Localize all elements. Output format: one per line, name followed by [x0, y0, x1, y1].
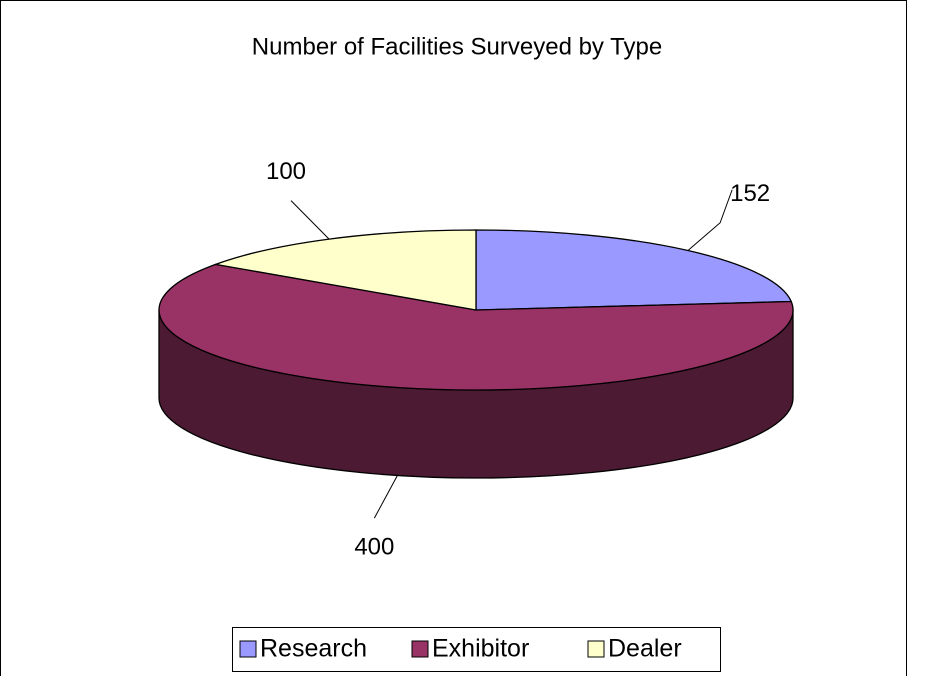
- leader-line: [290, 200, 330, 240]
- data-label: 400: [354, 534, 394, 561]
- leader-line: [687, 189, 733, 251]
- leader-line: [373, 475, 398, 519]
- data-label: 100: [266, 158, 306, 185]
- legend-swatch: [587, 640, 605, 658]
- legend-label: Research: [260, 635, 367, 663]
- slice: [158, 263, 794, 391]
- slice: [213, 229, 477, 311]
- slice: [475, 229, 793, 311]
- legend-swatch: [411, 640, 429, 658]
- legend-swatch: [239, 640, 257, 658]
- chart-title: Number of Facilities Surveyed by Type: [252, 33, 662, 60]
- legend-label: Exhibitor: [432, 635, 529, 663]
- data-label: 152: [730, 180, 770, 207]
- legend-label: Dealer: [608, 635, 682, 663]
- legend-box: [232, 627, 721, 672]
